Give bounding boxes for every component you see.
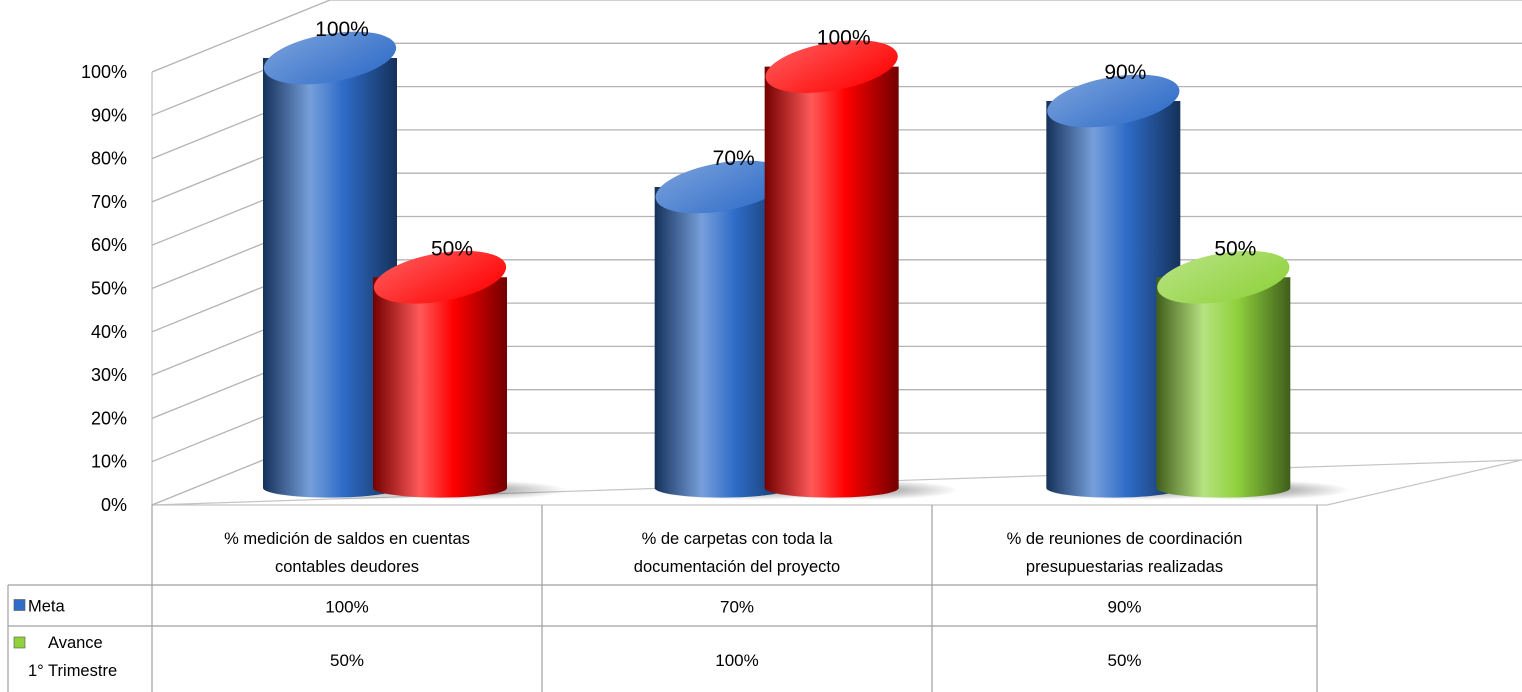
bar-top: [655, 160, 788, 214]
data-label: 90%: [1104, 61, 1146, 84]
data-label: 100%: [315, 18, 369, 41]
table-cell: 50%: [330, 651, 364, 670]
bar-top: [765, 40, 898, 93]
category-label: % de reuniones de coordinación: [1007, 530, 1243, 548]
bar-body: [1156, 277, 1291, 498]
legend-swatch: [13, 599, 26, 611]
bar-body: [373, 277, 507, 498]
data-table: % medición de saldos en cuentas contables…: [7, 505, 1318, 692]
bar-body: [263, 58, 397, 498]
bar-avance-0: [373, 250, 567, 500]
bar-meta-2: [1046, 74, 1241, 500]
bars: [263, 31, 1351, 500]
bar-body: [764, 66, 899, 498]
category-label: presupuestarias realizadas: [1026, 558, 1223, 576]
y-tick-label: 50%: [91, 279, 127, 299]
y-tick-label: 70%: [91, 192, 127, 212]
y-tick-label: 80%: [91, 149, 127, 169]
data-label: 50%: [1214, 237, 1256, 260]
bar-top: [1047, 74, 1180, 128]
y-tick-label: 100%: [81, 62, 127, 82]
table-cell: 50%: [1107, 651, 1141, 670]
bar-avance-1: [764, 40, 959, 500]
bar-top: [263, 31, 397, 85]
category-label: % de carpetas con toda la: [642, 530, 834, 548]
bar-top: [1157, 250, 1290, 304]
y-tick-label: 30%: [91, 365, 127, 385]
y-tick-label: 20%: [91, 408, 127, 428]
bar-body: [654, 187, 789, 498]
y-tick-label: 60%: [91, 235, 127, 255]
gridline: [151, 0, 1522, 73]
y-axis-ticks: 0% 10% 20% 30% 40% 50% 60% 70% 80% 90% 100%: [81, 62, 127, 515]
data-label: 70%: [713, 147, 755, 170]
bar-meta-0: [263, 31, 457, 500]
y-tick-label: 40%: [91, 322, 127, 342]
y-tick-label: 10%: [91, 452, 127, 472]
bar-body: [1046, 101, 1181, 498]
data-labels: 100% 50% 70% 100% 90% 50%: [315, 18, 1256, 260]
category-label: % medición de saldos en cuentas: [224, 530, 470, 548]
y-tick-label: 90%: [91, 105, 127, 125]
y-tick-label: 0%: [101, 495, 127, 515]
bar-avance-2: [1156, 250, 1351, 500]
table-cell: 100%: [715, 651, 758, 670]
bar-top: [373, 250, 507, 304]
legend-label: Avance: [48, 634, 103, 652]
table-cell: 90%: [1107, 598, 1141, 617]
legend-swatch: [13, 636, 26, 649]
category-label: contables deudores: [275, 558, 419, 576]
category-label: documentación del proyecto: [634, 558, 840, 576]
table-cell: 100%: [325, 598, 368, 617]
data-label: 100%: [817, 27, 871, 50]
table-cell: 70%: [720, 598, 754, 617]
legend-label: Meta: [28, 598, 66, 616]
data-label: 50%: [431, 237, 473, 260]
legend-label: 1° Trimestre: [28, 662, 117, 680]
